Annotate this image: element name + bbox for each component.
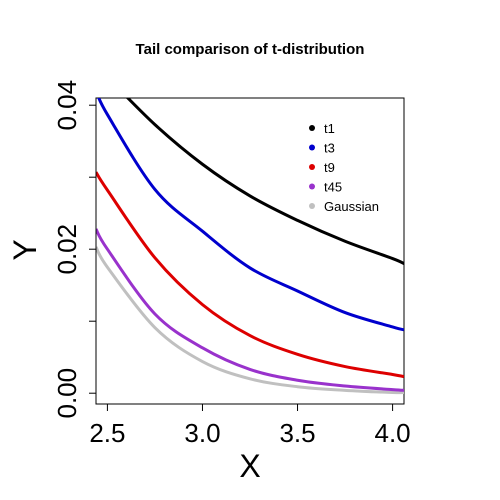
- legend-label-t1: t1: [324, 121, 335, 136]
- x-axis-label: X: [239, 448, 260, 484]
- series-layer: [96, 77, 404, 393]
- legend-marker-gaussian: [309, 203, 315, 209]
- legend-marker-t3: [309, 145, 315, 151]
- legend-label-t9: t9: [324, 160, 335, 175]
- legend-label-gaussian: Gaussian: [324, 199, 379, 214]
- y-axis-label: Y: [7, 239, 43, 260]
- y-tick-label: 0.04: [52, 80, 82, 131]
- x-tick-label: 3.0: [184, 418, 220, 448]
- chart-title: Tail comparison of t-distribution: [136, 41, 365, 58]
- legend-label-t45: t45: [324, 180, 342, 195]
- legend: t1 t3 t9 t45 Gaussian: [309, 121, 379, 214]
- y-axis: 0.00 0.02 0.04: [52, 80, 96, 419]
- y-tick-label: 0.00: [52, 368, 82, 419]
- plot-frame: [96, 98, 404, 404]
- legend-marker-t45: [309, 184, 315, 190]
- x-tick-label: 4.0: [375, 418, 411, 448]
- x-axis: 2.5 3.0 3.5 4.0: [89, 404, 410, 448]
- series-line-t1: [107, 77, 404, 263]
- legend-marker-t1: [309, 125, 315, 131]
- series-line-t45: [96, 229, 404, 390]
- x-tick-label: 2.5: [89, 418, 125, 448]
- y-tick-label: 0.02: [52, 224, 82, 275]
- legend-label-t3: t3: [324, 141, 335, 156]
- x-tick-label: 3.5: [279, 418, 315, 448]
- legend-marker-t9: [309, 164, 315, 170]
